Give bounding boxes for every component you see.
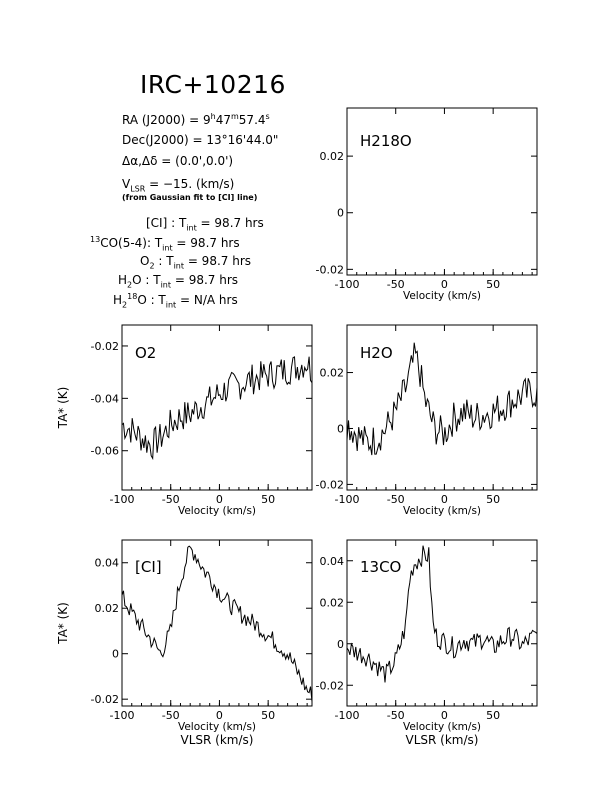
x-tick-label: -50 <box>387 493 405 506</box>
vlsr-line: VLSR = −15. (km/s) <box>122 177 235 194</box>
panel-title: O2 <box>135 344 156 362</box>
panel-frame-3 <box>121 539 313 707</box>
vlsr-axis-label-left: VLSR (km/s) <box>181 733 254 747</box>
x-tick-label: 0 <box>441 709 448 722</box>
offset-line: Δα,Δδ = (0.0',0.0') <box>122 154 234 168</box>
y-axis-label: TA* (K) <box>56 602 70 645</box>
x-tick-label: -50 <box>387 709 405 722</box>
y-tick-label: -0.04 <box>91 392 119 405</box>
spectrum-line <box>346 342 538 456</box>
y-tick-label: -0.02 <box>316 263 344 276</box>
x-tick-label: 0 <box>441 493 448 506</box>
spectrum-line <box>121 356 313 461</box>
y-tick-label: 0.02 <box>320 596 345 609</box>
x-tick-label: 50 <box>261 709 275 722</box>
y-tick-label: 0.04 <box>95 557 120 570</box>
x-tick-label: -100 <box>110 493 135 506</box>
x-tick-label: -50 <box>387 278 405 291</box>
x-tick-label: -100 <box>110 709 135 722</box>
y-tick-label: 0 <box>112 648 119 661</box>
x-axis-label: Velocity (km/s) <box>403 721 481 733</box>
tint-o2: O2 : Tint = 98.7 hrs <box>140 254 252 271</box>
y-tick-label: -0.02 <box>91 340 119 353</box>
panel-frame-4 <box>346 539 538 707</box>
x-axis-label: Velocity (km/s) <box>403 505 481 517</box>
tint-ci: [CI] : Tint = 98.7 hrs <box>146 216 264 233</box>
x-axis-label: Velocity (km/s) <box>178 505 256 517</box>
x-tick-label: 0 <box>441 278 448 291</box>
x-tick-label: -100 <box>335 709 360 722</box>
panel-title: H2O <box>360 344 393 362</box>
panel-title: 13CO <box>360 558 401 576</box>
tint-13co: 13CO(5-4): Tint = 98.7 hrs <box>90 235 240 253</box>
y-tick-label: -0.06 <box>91 445 119 458</box>
panel-title: H218O <box>360 132 412 150</box>
x-tick-label: -50 <box>162 493 180 506</box>
y-tick-label: 0 <box>337 422 344 435</box>
spectrum-line <box>121 545 313 702</box>
y-axis-label: TA* (K) <box>56 387 70 430</box>
ra-line: RA (J2000) = 9h47m57.4s <box>122 112 270 127</box>
x-axis-label: Velocity (km/s) <box>403 290 481 302</box>
y-tick-label: 0.02 <box>95 602 120 615</box>
tint-h2o: H2O : Tint = 98.7 hrs <box>118 273 239 290</box>
x-tick-label: 50 <box>486 493 500 506</box>
x-tick-label: 50 <box>486 709 500 722</box>
y-tick-label: 0.02 <box>320 367 345 380</box>
y-tick-label: -0.02 <box>316 679 344 692</box>
page-title: IRC+10216 <box>140 70 286 99</box>
x-tick-label: -100 <box>335 278 360 291</box>
vlsr-note: (from Gaussian fit to [CI] line) <box>122 193 258 202</box>
y-tick-label: 0 <box>337 207 344 220</box>
spectrum-line <box>346 545 538 683</box>
panel-frame-0 <box>346 107 538 276</box>
y-tick-label: 0.02 <box>320 150 345 163</box>
dec-line: Dec(J2000) = 13°16'44.0" <box>122 133 279 147</box>
y-tick-label: -0.02 <box>316 478 344 491</box>
y-tick-label: -0.02 <box>91 693 119 706</box>
x-axis-label: Velocity (km/s) <box>178 721 256 733</box>
y-tick-label: 0 <box>337 638 344 651</box>
tint-h218o: H218O : Tint = N/A hrs <box>113 292 238 310</box>
x-tick-label: 50 <box>486 278 500 291</box>
x-tick-label: -100 <box>335 493 360 506</box>
panel-title: [CI] <box>135 558 162 576</box>
panel-frame-2 <box>346 324 538 491</box>
panel-frame-1 <box>121 324 313 491</box>
x-tick-label: 0 <box>216 493 223 506</box>
vlsr-axis-label-right: VLSR (km/s) <box>406 733 479 747</box>
x-tick-label: 50 <box>261 493 275 506</box>
x-tick-label: -50 <box>162 709 180 722</box>
y-tick-label: 0.04 <box>320 555 345 568</box>
x-tick-label: 0 <box>216 709 223 722</box>
